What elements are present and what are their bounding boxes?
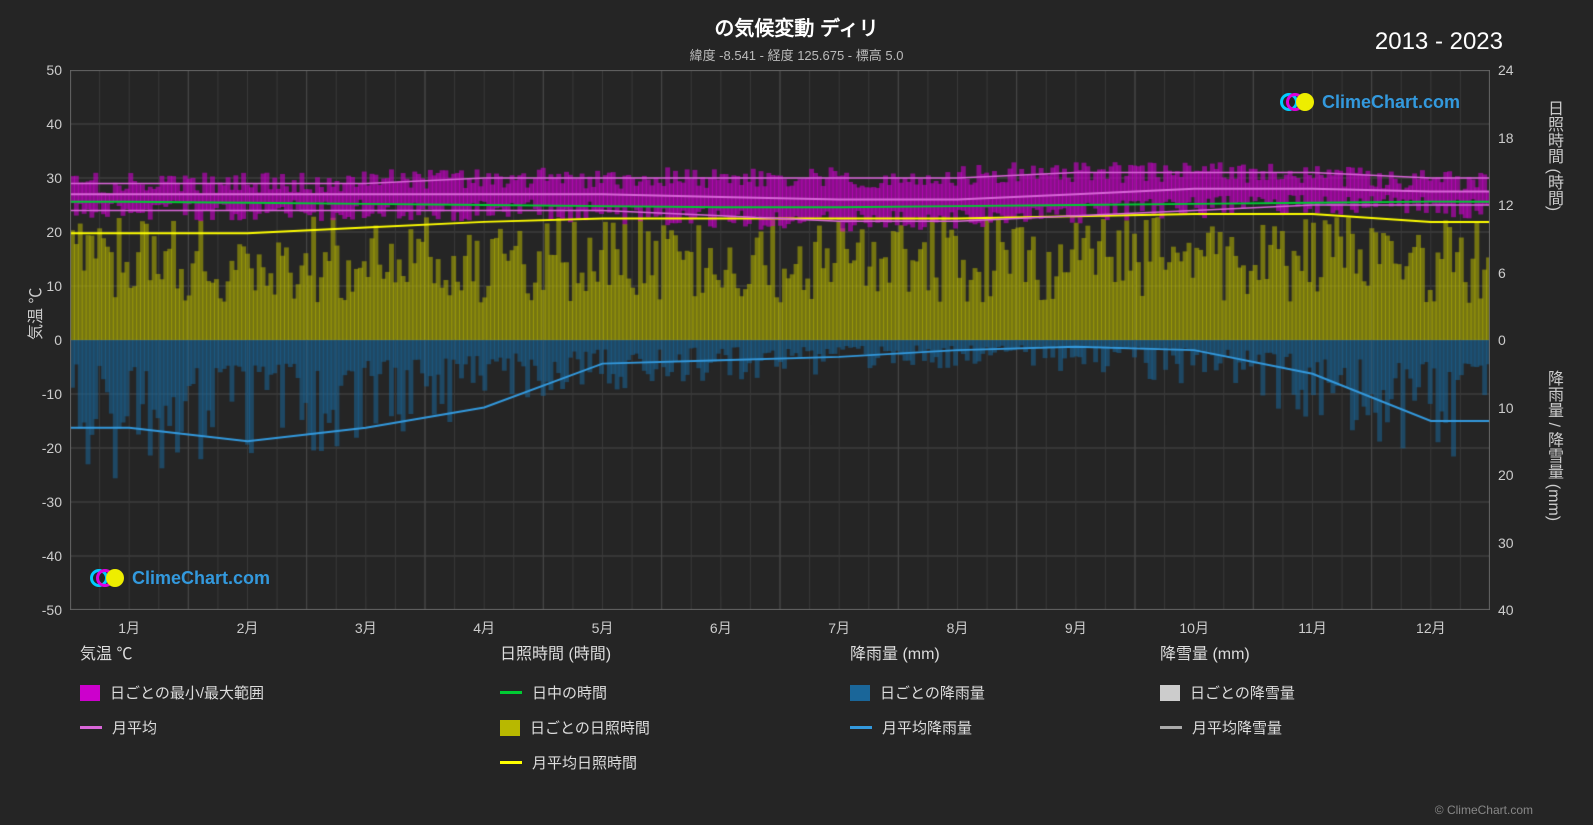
legend-swatch: [80, 685, 100, 701]
legend-header: 降雨量 (mm): [850, 640, 1160, 664]
legend-column: 降雨量 (mm) 日ごとの降雨量月平均降雨量: [850, 640, 1160, 773]
legend-swatch: [1160, 726, 1182, 729]
legend-header: 日照時間 (時間): [500, 640, 850, 664]
x-tick: 3月: [355, 618, 377, 638]
y-right-top-axis-label: 日照時間 (時間): [1541, 100, 1565, 216]
legend-swatch: [850, 726, 872, 729]
legend-column: 日照時間 (時間) 日中の時間日ごとの日照時間月平均日照時間: [500, 640, 850, 773]
x-tick: 4月: [473, 618, 495, 638]
y-right-tick: 24: [1498, 62, 1538, 78]
y-right-tick: 10: [1498, 400, 1538, 416]
y-left-tick: 30: [22, 170, 62, 186]
legend-swatch: [1160, 685, 1180, 701]
legend-swatch: [80, 726, 102, 729]
y-right-tick: 12: [1498, 197, 1538, 213]
x-tick: 7月: [828, 618, 850, 638]
legend-item: 日ごとの最小/最大範囲: [80, 682, 500, 703]
legend-item: 日ごとの降雪量: [1160, 682, 1460, 703]
legend-label: 日ごとの降雨量: [880, 682, 985, 703]
y-right-tick: 18: [1498, 130, 1538, 146]
legend-column: 気温 ℃ 日ごとの最小/最大範囲月平均: [80, 640, 500, 773]
y-left-tick: 10: [22, 278, 62, 294]
legend-label: 月平均降雪量: [1192, 717, 1282, 738]
chart-subtitle: 緯度 -8.541 - 経度 125.675 - 標高 5.0: [0, 41, 1593, 64]
watermark-bottom: ClimeChart.com: [90, 566, 270, 590]
legend-swatch: [500, 691, 522, 694]
legend-swatch: [850, 685, 870, 701]
legend-label: 日ごとの最小/最大範囲: [110, 682, 264, 703]
legend-item: 日中の時間: [500, 682, 850, 703]
x-tick: 9月: [1065, 618, 1087, 638]
y-left-tick: -50: [22, 602, 62, 618]
y-left-tick: 50: [22, 62, 62, 78]
x-tick: 6月: [710, 618, 732, 638]
y-left-tick: -10: [22, 386, 62, 402]
x-tick: 10月: [1179, 618, 1209, 638]
legend-item: 月平均降雪量: [1160, 717, 1460, 738]
chart-title: の気候変動 ディリ: [0, 0, 1593, 41]
y-right-tick: 40: [1498, 602, 1538, 618]
x-tick: 8月: [947, 618, 969, 638]
legend-item: 日ごとの日照時間: [500, 717, 850, 738]
x-tick: 2月: [237, 618, 259, 638]
y-right-tick: 30: [1498, 535, 1538, 551]
y-left-tick: 20: [22, 224, 62, 240]
y-left-tick: -30: [22, 494, 62, 510]
chart-plot-area: -50-40-30-20-1001020304050 0612182410203…: [70, 70, 1490, 610]
y-left-tick: 0: [22, 332, 62, 348]
x-tick: 5月: [592, 618, 614, 638]
legend-label: 日ごとの降雪量: [1190, 682, 1295, 703]
legend-label: 日ごとの日照時間: [530, 717, 650, 738]
logo-icon: [1280, 90, 1316, 114]
y-right-tick: 0: [1498, 332, 1538, 348]
copyright: © ClimeChart.com: [1435, 803, 1533, 817]
legend-label: 月平均日照時間: [532, 752, 637, 773]
y-left-tick: -20: [22, 440, 62, 456]
legend-swatch: [500, 720, 520, 736]
legend-label: 月平均降雨量: [882, 717, 972, 738]
legend-item: 月平均: [80, 717, 500, 738]
y-left-tick: -40: [22, 548, 62, 564]
legend-label: 日中の時間: [532, 682, 607, 703]
legend-header: 気温 ℃: [80, 640, 500, 664]
legend-item: 月平均降雨量: [850, 717, 1160, 738]
legend-label: 月平均: [112, 717, 157, 738]
x-tick: 1月: [118, 618, 140, 638]
logo-icon: [90, 566, 126, 590]
x-tick: 12月: [1416, 618, 1446, 638]
x-tick: 11月: [1298, 618, 1327, 638]
y-left-tick: 40: [22, 116, 62, 132]
legend-item: 月平均日照時間: [500, 752, 850, 773]
watermark-top: ClimeChart.com: [1280, 90, 1460, 114]
legend-column: 降雪量 (mm) 日ごとの降雪量月平均降雪量: [1160, 640, 1460, 773]
legend-item: 日ごとの降雨量: [850, 682, 1160, 703]
legend-header: 降雪量 (mm): [1160, 640, 1460, 664]
y-right-tick: 6: [1498, 265, 1538, 281]
year-range: 2013 - 2023: [1375, 28, 1503, 56]
legend: 気温 ℃ 日ごとの最小/最大範囲月平均 日照時間 (時間) 日中の時間日ごとの日照時間…: [80, 640, 1500, 773]
legend-swatch: [500, 761, 522, 764]
y-right-bottom-axis-label: 降雨量 / 降雪量 (mm): [1541, 370, 1565, 526]
y-right-tick: 20: [1498, 467, 1538, 483]
